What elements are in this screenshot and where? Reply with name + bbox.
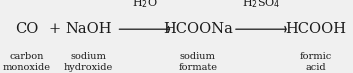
Text: NaOH: NaOH (65, 22, 112, 36)
Text: H$_2$SO$_4$: H$_2$SO$_4$ (242, 0, 280, 10)
Text: carbon
monoxide: carbon monoxide (2, 52, 50, 72)
Text: formic
acid: formic acid (300, 52, 332, 72)
Text: sodium
hydroxide: sodium hydroxide (64, 52, 113, 72)
Text: H$_2$O: H$_2$O (132, 0, 157, 10)
Text: sodium
formate: sodium formate (178, 52, 217, 72)
Text: HCOONa: HCOONa (163, 22, 233, 36)
Text: HCOOH: HCOOH (286, 22, 346, 36)
Text: +: + (49, 22, 61, 36)
Text: CO: CO (15, 22, 38, 36)
